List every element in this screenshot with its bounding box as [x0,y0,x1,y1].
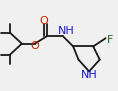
Text: O: O [30,41,39,51]
Text: O: O [39,16,48,26]
Text: F: F [107,35,114,45]
Text: NH: NH [81,70,97,80]
Text: NH: NH [58,26,75,36]
